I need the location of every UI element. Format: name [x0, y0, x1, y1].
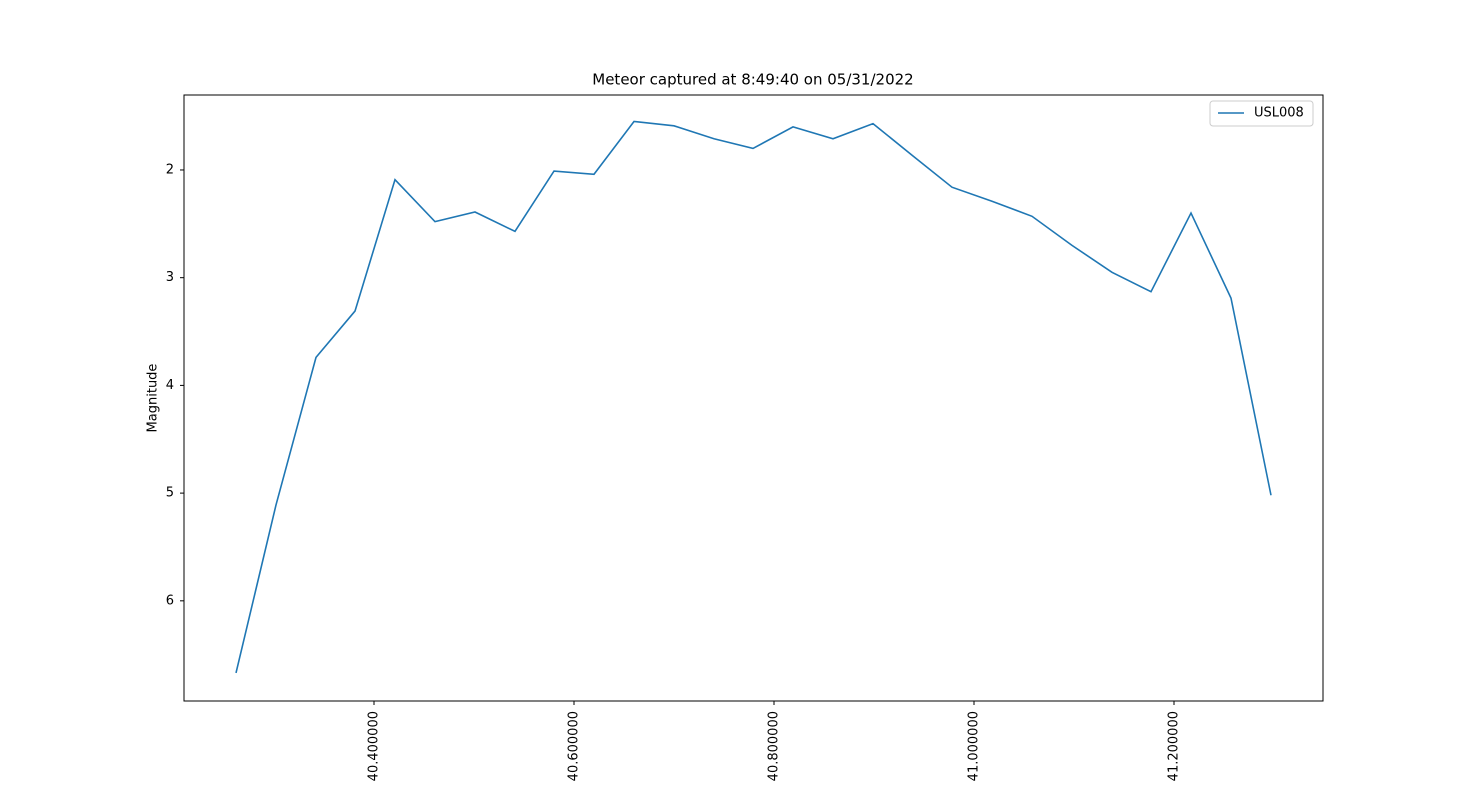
legend-box	[1209, 100, 1314, 127]
x-tick-label: 40.800000	[767, 711, 782, 781]
chart-title: Meteor captured at 8:49:40 on 05/31/2022	[592, 71, 913, 89]
plot-frame	[183, 94, 1324, 702]
x-tick-label: 41.200000	[1167, 711, 1182, 781]
y-tick-label: 4	[166, 378, 174, 393]
y-tick-label: 2	[166, 162, 174, 177]
y-tick-label: 5	[166, 486, 174, 501]
x-tick-label: 40.400000	[367, 711, 382, 781]
y-tick-label: 3	[166, 270, 174, 285]
legend-label: USL008	[1254, 106, 1304, 121]
data-line	[235, 120, 1272, 674]
x-tick-label: 40.600000	[567, 711, 582, 781]
y-axis-label: Magnitude	[146, 364, 161, 433]
x-tick-label: 41.000000	[967, 711, 982, 781]
y-tick-label: 6	[166, 593, 174, 608]
